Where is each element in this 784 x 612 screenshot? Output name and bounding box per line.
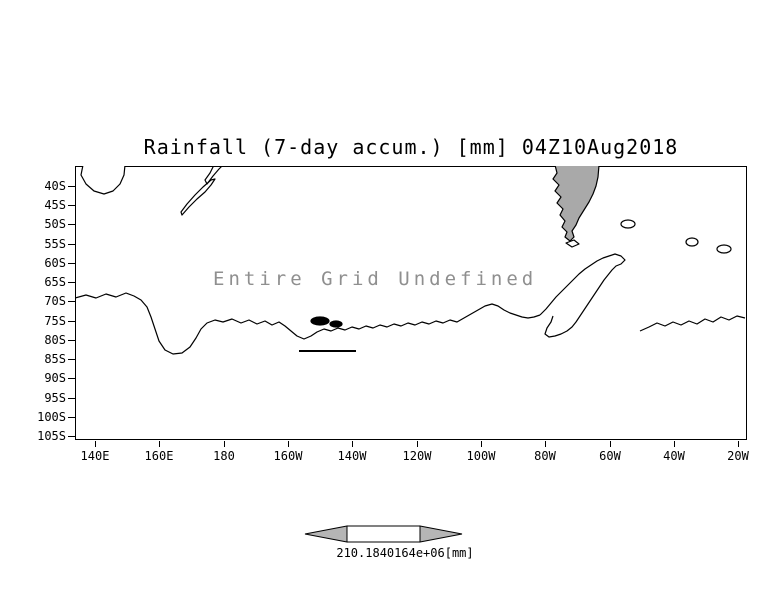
south-america-landmass: [552, 166, 600, 242]
x-tick-label: 160E: [144, 449, 174, 463]
y-tick-mark: [68, 224, 75, 225]
x-tick-label: 140W: [337, 449, 367, 463]
x-tick-mark: [610, 441, 611, 447]
x-tick-label: 140E: [80, 449, 110, 463]
colorbar-left-arrow: [304, 525, 348, 543]
y-tick-label: 85S: [44, 352, 66, 366]
y-tick-mark: [68, 244, 75, 245]
y-tick-mark: [68, 398, 75, 399]
x-tick-label: 40W: [663, 449, 685, 463]
y-tick-mark: [68, 282, 75, 283]
tierra-del-fuego-coastline: [565, 239, 580, 248]
east-antarctica-coastline: [639, 315, 746, 332]
y-tick-mark: [68, 321, 75, 322]
y-tick-label: 90S: [44, 371, 66, 385]
x-tick-label: 60W: [599, 449, 621, 463]
y-tick-label: 75S: [44, 314, 66, 328]
y-tick-label: 65S: [44, 275, 66, 289]
new-zealand-north-island-coastline: [204, 166, 223, 185]
y-tick-label: 50S: [44, 217, 66, 231]
x-tick-mark: [95, 441, 96, 447]
colorbar-segment: [346, 525, 421, 543]
x-tick-label: 180: [213, 449, 235, 463]
antarctic-peninsula-coastline: [539, 253, 626, 338]
x-tick-label: 100W: [466, 449, 496, 463]
y-tick-mark: [68, 340, 75, 341]
antarctica-coastline: [75, 292, 541, 355]
new-zealand-south-island-coastline: [180, 178, 216, 216]
x-tick-mark: [224, 441, 225, 447]
y-tick-label: 95S: [44, 391, 66, 405]
y-tick-mark: [68, 301, 75, 302]
y-tick-mark: [68, 186, 75, 187]
ross-sea-islet: [329, 320, 343, 328]
y-tick-label: 55S: [44, 237, 66, 251]
x-tick-mark: [738, 441, 739, 447]
y-tick-label: 40S: [44, 179, 66, 193]
x-tick-mark: [417, 441, 418, 447]
y-tick-mark: [68, 359, 75, 360]
y-tick-label: 100S: [37, 410, 66, 424]
y-tick-mark: [68, 205, 75, 206]
y-tick-label: 105S: [37, 429, 66, 443]
colorbar: [304, 525, 463, 543]
south-sandwich-islands: [716, 244, 732, 254]
x-tick-mark: [288, 441, 289, 447]
x-tick-mark: [159, 441, 160, 447]
south-georgia-island: [685, 237, 699, 247]
x-tick-mark: [545, 441, 546, 447]
undefined-message: Entire Grid Undefined: [213, 268, 538, 290]
y-tick-mark: [68, 436, 75, 437]
x-tick-label: 20W: [727, 449, 749, 463]
colorbar-right-arrow: [419, 525, 463, 543]
y-tick-mark: [68, 263, 75, 264]
y-tick-label: 70S: [44, 294, 66, 308]
ross-sea-island: [310, 316, 330, 326]
x-tick-mark: [674, 441, 675, 447]
plot-frame: [75, 166, 747, 440]
y-tick-mark: [68, 417, 75, 418]
x-tick-mark: [352, 441, 353, 447]
x-tick-mark: [481, 441, 482, 447]
y-tick-label: 80S: [44, 333, 66, 347]
plot-title: Rainfall (7-day accum.) [mm] 04Z10Aug201…: [143, 135, 679, 159]
colorbar-value-label: 210.1840164e+06[mm]: [336, 546, 474, 560]
x-tick-label: 160W: [273, 449, 303, 463]
y-tick-label: 60S: [44, 256, 66, 270]
falkland-islands: [620, 219, 636, 229]
tasmania-coastline: [80, 166, 126, 195]
y-tick-label: 45S: [44, 198, 66, 212]
x-tick-label: 120W: [402, 449, 432, 463]
x-tick-label: 80W: [534, 449, 556, 463]
y-tick-mark: [68, 378, 75, 379]
